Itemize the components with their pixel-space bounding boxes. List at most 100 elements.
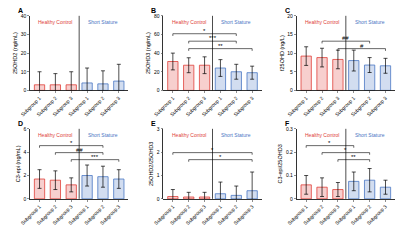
svg-text:Subgroup 2: Subgroup 2: [169, 95, 192, 118]
svg-text:10: 10: [287, 50, 293, 56]
svg-text:C3-epi/25OHD3: C3-epi/25OHD3: [277, 144, 283, 183]
svg-text:B: B: [151, 7, 156, 14]
svg-text:*: *: [219, 154, 222, 160]
svg-text:*: *: [211, 147, 214, 153]
svg-text:4: 4: [23, 149, 26, 155]
svg-text:Subgroup 3: Subgroup 3: [318, 95, 341, 118]
svg-text:1: 1: [157, 172, 160, 178]
svg-text:f25OHD (ng/L): f25OHD (ng/L): [279, 35, 285, 71]
svg-text:25OHD3 (ng/mL): 25OHD3 (ng/mL): [145, 32, 151, 74]
svg-text:Subgroup 2: Subgroup 2: [302, 95, 325, 118]
svg-text:Short Stature: Short Stature: [355, 19, 385, 25]
svg-text:Short Stature: Short Stature: [88, 19, 118, 25]
svg-text:Subgroup 3: Subgroup 3: [51, 95, 74, 118]
svg-text:Subgroup 1: Subgroup 1: [19, 203, 42, 226]
svg-text:***: ***: [209, 35, 217, 41]
svg-text:Subgroup 2: Subgroup 2: [350, 95, 373, 118]
svg-text:C: C: [285, 7, 290, 14]
svg-text:10: 10: [21, 69, 27, 75]
svg-text:Subgroup 2: Subgroup 2: [169, 203, 192, 226]
svg-text:Short Stature: Short Stature: [221, 132, 251, 138]
svg-text:0: 0: [23, 87, 26, 93]
svg-text:Short Stature: Short Stature: [88, 132, 118, 138]
svg-text:2: 2: [23, 172, 26, 178]
svg-text:Subgroup 3: Subgroup 3: [99, 95, 122, 118]
svg-text:6: 6: [23, 126, 26, 132]
svg-text:Subgroup 1: Subgroup 1: [334, 95, 357, 118]
svg-text:20: 20: [287, 13, 293, 19]
svg-text:0.3: 0.3: [286, 126, 293, 132]
svg-text:Subgroup 1: Subgroup 1: [153, 95, 176, 118]
svg-text:Subgroup 3: Subgroup 3: [365, 95, 388, 118]
svg-text:Subgroup 1: Subgroup 1: [19, 95, 42, 118]
svg-text:5: 5: [290, 69, 293, 75]
svg-text:80: 80: [154, 13, 160, 19]
svg-text:Subgroup 1: Subgroup 1: [153, 203, 176, 226]
svg-text:Subgroup 3: Subgroup 3: [232, 203, 255, 226]
svg-text:Short Stature: Short Stature: [221, 19, 251, 25]
svg-text:*: *: [344, 147, 347, 153]
svg-text:**: **: [351, 154, 356, 160]
svg-text:***: ***: [91, 154, 99, 160]
svg-text:*: *: [203, 28, 206, 34]
svg-text:0.1: 0.1: [286, 172, 293, 178]
svg-text:A: A: [18, 7, 23, 14]
svg-text:0: 0: [290, 87, 293, 93]
svg-text:#: #: [360, 43, 364, 49]
svg-text:20: 20: [154, 69, 160, 75]
svg-text:Healthy Control: Healthy Control: [172, 132, 206, 138]
svg-text:##: ##: [342, 35, 349, 41]
svg-text:Subgroup 3: Subgroup 3: [318, 203, 341, 226]
svg-text:40: 40: [154, 50, 160, 56]
svg-text:Subgroup 3: Subgroup 3: [185, 203, 208, 226]
svg-text:Healthy Control: Healthy Control: [305, 132, 339, 138]
svg-text:Subgroup 2: Subgroup 2: [302, 203, 325, 226]
svg-text:Healthy Control: Healthy Control: [38, 19, 72, 25]
svg-text:Subgroup 3: Subgroup 3: [185, 95, 208, 118]
svg-text:C3-epi (ng/mL): C3-epi (ng/mL): [15, 145, 21, 182]
svg-text:Subgroup 3: Subgroup 3: [232, 95, 255, 118]
svg-text:25OHD2 (ng/mL): 25OHD2 (ng/mL): [12, 32, 18, 74]
svg-text:*: *: [328, 140, 331, 146]
svg-text:Subgroup 2: Subgroup 2: [83, 95, 106, 118]
svg-text:##: ##: [76, 147, 83, 153]
svg-text:Subgroup 2: Subgroup 2: [216, 203, 239, 226]
svg-text:2: 2: [157, 149, 160, 155]
svg-text:25OHD2/25OHD3: 25OHD2/25OHD3: [148, 142, 154, 186]
svg-text:0: 0: [157, 196, 160, 202]
svg-text:Subgroup 1: Subgroup 1: [334, 203, 357, 226]
svg-text:E: E: [151, 120, 156, 127]
svg-text:Healthy Control: Healthy Control: [172, 19, 206, 25]
svg-text:20: 20: [21, 50, 27, 56]
svg-text:Subgroup 1: Subgroup 1: [286, 203, 309, 226]
svg-text:Subgroup 2: Subgroup 2: [350, 203, 373, 226]
svg-text:Subgroup 1: Subgroup 1: [67, 95, 90, 118]
svg-text:0: 0: [290, 196, 293, 202]
svg-text:Short Stature: Short Stature: [355, 132, 385, 138]
svg-text:Subgroup 1: Subgroup 1: [67, 203, 90, 226]
svg-text:30: 30: [21, 31, 27, 37]
svg-text:Healthy Control: Healthy Control: [305, 19, 339, 25]
svg-text:Subgroup 3: Subgroup 3: [99, 203, 122, 226]
svg-text:Subgroup 3: Subgroup 3: [51, 203, 74, 226]
svg-text:Subgroup 1: Subgroup 1: [200, 203, 223, 226]
svg-text:60: 60: [154, 31, 160, 37]
svg-text:Subgroup 1: Subgroup 1: [200, 95, 223, 118]
svg-text:15: 15: [287, 31, 293, 37]
svg-text:Subgroup 3: Subgroup 3: [365, 203, 388, 226]
svg-text:Subgroup 2: Subgroup 2: [216, 95, 239, 118]
svg-text:F: F: [285, 120, 290, 127]
svg-text:Healthy Control: Healthy Control: [38, 132, 72, 138]
svg-text:Subgroup 2: Subgroup 2: [35, 95, 58, 118]
svg-text:3: 3: [157, 126, 160, 132]
svg-text:0: 0: [157, 87, 160, 93]
svg-text:Subgroup 2: Subgroup 2: [83, 203, 106, 226]
svg-text:40: 40: [21, 13, 27, 19]
svg-text:**: **: [218, 43, 223, 49]
svg-text:0.2: 0.2: [286, 149, 293, 155]
svg-text:D: D: [18, 120, 23, 127]
svg-text:0: 0: [23, 196, 26, 202]
svg-text:Subgroup 1: Subgroup 1: [286, 95, 309, 118]
svg-text:*: *: [70, 140, 73, 146]
svg-text:Subgroup 2: Subgroup 2: [35, 203, 58, 226]
